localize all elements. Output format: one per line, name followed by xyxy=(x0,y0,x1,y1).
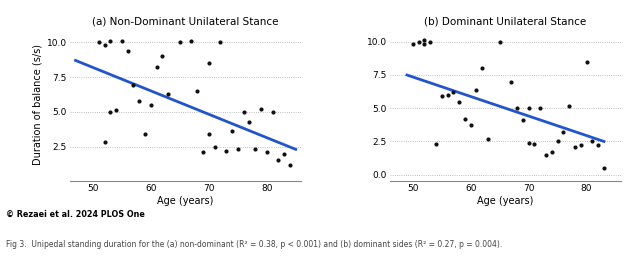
Point xyxy=(419,38,429,42)
Point xyxy=(454,99,464,104)
Point xyxy=(425,40,435,44)
Text: Fig 3.  Unipedal standing duration for the (a) non-dominant (R² = 0.38, p < 0.00: Fig 3. Unipedal standing duration for th… xyxy=(6,240,503,249)
Point xyxy=(431,142,441,146)
Point xyxy=(262,150,272,154)
Point xyxy=(244,119,254,124)
Point xyxy=(535,106,545,110)
Point xyxy=(111,108,121,112)
Point xyxy=(564,104,574,108)
Point xyxy=(122,49,133,53)
Point xyxy=(140,132,150,136)
Point xyxy=(506,80,516,84)
Point xyxy=(157,54,167,58)
Point xyxy=(559,130,569,134)
Point xyxy=(94,40,104,45)
Point xyxy=(105,39,115,43)
Point xyxy=(152,65,162,69)
Point xyxy=(495,40,505,44)
Point xyxy=(460,117,470,121)
Point xyxy=(541,153,551,157)
Point xyxy=(599,166,609,170)
X-axis label: Age (years): Age (years) xyxy=(157,196,214,206)
Point xyxy=(524,141,534,145)
Point xyxy=(419,42,429,47)
Point xyxy=(483,137,493,141)
Point xyxy=(268,110,278,114)
Point xyxy=(529,142,540,146)
Text: © Rezaei et al. 2024 PLOS One: © Rezaei et al. 2024 PLOS One xyxy=(6,210,145,219)
Point xyxy=(204,132,214,136)
Point xyxy=(552,139,562,143)
Point xyxy=(581,60,592,64)
Point xyxy=(198,150,208,154)
Point xyxy=(238,110,249,114)
Point xyxy=(216,40,226,45)
Point xyxy=(100,43,110,47)
Point xyxy=(204,61,214,65)
Point xyxy=(587,139,597,143)
Point xyxy=(593,143,603,147)
Point xyxy=(570,145,580,149)
Point xyxy=(518,118,528,122)
Point xyxy=(273,159,283,163)
Point xyxy=(512,106,522,110)
Point xyxy=(209,145,219,149)
Point xyxy=(227,129,237,133)
Point xyxy=(437,94,447,98)
Point xyxy=(105,110,115,114)
Point xyxy=(250,147,260,152)
Title: (b) Dominant Unilateral Stance: (b) Dominant Unilateral Stance xyxy=(424,16,586,26)
Point xyxy=(279,152,289,156)
Y-axis label: Duration of balance (s/s): Duration of balance (s/s) xyxy=(33,44,42,166)
Point xyxy=(285,163,295,167)
Point xyxy=(472,88,482,92)
Point xyxy=(413,40,424,44)
Point xyxy=(129,83,139,88)
Point xyxy=(175,40,185,45)
Point xyxy=(443,93,453,97)
Point xyxy=(192,89,202,93)
Point xyxy=(524,106,534,110)
Point xyxy=(146,103,156,107)
Point xyxy=(465,124,476,128)
Point xyxy=(233,147,243,152)
Point xyxy=(221,149,231,153)
Point xyxy=(477,66,488,70)
Point xyxy=(134,99,145,103)
Point xyxy=(256,107,266,111)
Point xyxy=(163,92,173,96)
Point xyxy=(408,42,418,47)
X-axis label: Age (years): Age (years) xyxy=(477,196,534,206)
Point xyxy=(100,140,110,145)
Point xyxy=(576,143,586,147)
Point xyxy=(448,90,458,94)
Point xyxy=(547,150,557,154)
Title: (a) Non-Dominant Unilateral Stance: (a) Non-Dominant Unilateral Stance xyxy=(93,16,279,26)
Point xyxy=(186,39,197,43)
Point xyxy=(117,39,127,43)
